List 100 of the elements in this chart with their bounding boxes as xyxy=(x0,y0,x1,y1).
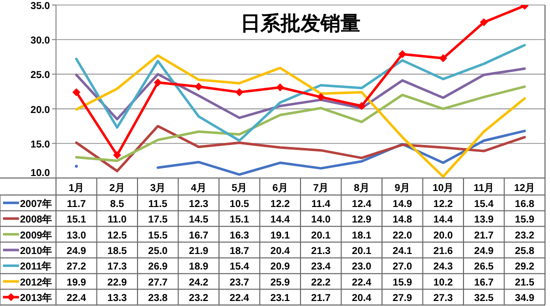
data-label: 22.9 xyxy=(107,277,128,288)
data-label: 27.0 xyxy=(392,262,413,273)
y-tick-label: 10.0 xyxy=(30,168,50,179)
point xyxy=(74,164,78,168)
y-tick-label: 30.0 xyxy=(30,36,50,47)
point xyxy=(316,93,325,102)
data-label: 15.1 xyxy=(66,214,87,226)
line-series xyxy=(75,67,526,120)
line-series xyxy=(75,124,526,172)
x-tick-label: 9月 xyxy=(394,183,410,194)
x-tick-label: 11月 xyxy=(474,183,494,194)
data-label: 23.2 xyxy=(188,293,209,304)
title: 日系批发销量 xyxy=(240,13,360,35)
point xyxy=(358,102,366,110)
data-label: 13.3 xyxy=(107,293,128,304)
point xyxy=(154,78,162,87)
legend-label: 2012年 xyxy=(20,276,52,288)
point xyxy=(480,18,488,26)
data-label: 16.3 xyxy=(230,230,250,242)
data-label: 23.8 xyxy=(148,293,168,304)
point xyxy=(194,82,203,91)
data-label: 22.4 xyxy=(66,293,87,304)
y-tick-label: 15.0 xyxy=(30,139,50,150)
data-label: 29.2 xyxy=(514,262,535,273)
data-label: 26.9 xyxy=(148,262,168,273)
data-label: 23.1 xyxy=(270,293,290,304)
legend-label: 2009年 xyxy=(20,229,52,242)
data-label: 14.4 xyxy=(270,214,290,226)
data-label: 12.2 xyxy=(270,198,290,210)
data-label: 12.4 xyxy=(352,198,372,210)
legend-label: 2013年 xyxy=(20,292,52,304)
data-label: 14.0 xyxy=(311,214,332,226)
point xyxy=(398,50,406,58)
data-label: 13.9 xyxy=(474,214,494,226)
data-label: 24.9 xyxy=(66,246,87,257)
data-label: 11.5 xyxy=(148,198,168,210)
data-label: 18.7 xyxy=(230,246,250,257)
data-label: 27.9 xyxy=(392,293,413,304)
data-label: 11.7 xyxy=(66,198,86,210)
data-label: 11.0 xyxy=(108,214,128,226)
x-tick-label: 12月 xyxy=(514,183,536,194)
data-label: 20.9 xyxy=(270,262,290,273)
point xyxy=(439,54,448,62)
data-label: 21.5 xyxy=(514,277,535,288)
data-label: 21.9 xyxy=(188,246,209,257)
data-label: 25.9 xyxy=(270,277,290,288)
data-label: 34.9 xyxy=(514,293,535,304)
data-label: 18.1 xyxy=(352,230,372,242)
data-label: 20.4 xyxy=(352,293,372,304)
data-label: 23.7 xyxy=(230,277,250,288)
x-tick-label: 3月 xyxy=(150,183,166,194)
data-label: 12.3 xyxy=(188,198,209,210)
data-label: 25.8 xyxy=(514,246,535,257)
data-label: 19.1 xyxy=(270,230,290,242)
line-series xyxy=(75,44,526,142)
data-label: 16.7 xyxy=(474,277,494,288)
data-label: 15.1 xyxy=(230,214,250,226)
data-label: 11.4 xyxy=(311,198,331,210)
data-label: 13.0 xyxy=(66,230,87,242)
data-label: 26.5 xyxy=(474,262,494,273)
x-tick-label: 4月 xyxy=(190,183,206,194)
data-label: 15.4 xyxy=(230,262,250,273)
data-label: 15.4 xyxy=(474,198,494,210)
data-label: 14.8 xyxy=(392,214,413,226)
data-label: 14.4 xyxy=(433,214,454,226)
x-tick-label: 8月 xyxy=(354,183,370,194)
line-series xyxy=(75,54,526,178)
data-label: 10.2 xyxy=(433,277,454,288)
point xyxy=(113,151,122,160)
x-tick-label: 6月 xyxy=(272,183,288,194)
y-tick-label: 25.0 xyxy=(30,70,50,82)
y-tick-label: 35.0 xyxy=(30,1,50,12)
data-label: 23.2 xyxy=(514,230,535,242)
data-label: 21.7 xyxy=(311,293,332,304)
data-label: 23.0 xyxy=(352,262,372,273)
data-label: 20.0 xyxy=(433,230,454,242)
x-tick-label: 2月 xyxy=(109,183,125,194)
data-label: 22.4 xyxy=(352,277,372,288)
data-label: 24.9 xyxy=(474,246,494,257)
data-label: 14.5 xyxy=(188,214,209,226)
data-label: 22.4 xyxy=(230,293,250,304)
data-label: 18.5 xyxy=(107,246,128,257)
data-label: 19.9 xyxy=(66,277,87,288)
data-label: 16.7 xyxy=(188,230,209,242)
data-label: 27.3 xyxy=(433,293,454,304)
data-label: 27.2 xyxy=(66,262,87,273)
data-label: 25.0 xyxy=(148,246,168,257)
data-label: 27.7 xyxy=(148,277,168,288)
data-label: 20.1 xyxy=(311,230,332,242)
data-label: 24.2 xyxy=(188,277,209,288)
data-label: 15.5 xyxy=(148,230,168,242)
data-label: 14.9 xyxy=(392,198,413,210)
data-label: 21.7 xyxy=(474,230,494,242)
data-label: 20.4 xyxy=(270,246,290,257)
data-label: 12.5 xyxy=(107,230,128,242)
y-tick-label: 20.0 xyxy=(30,104,50,116)
data-label: 22.0 xyxy=(392,230,413,242)
data-label: 23.4 xyxy=(311,262,332,273)
data-label: 24.3 xyxy=(433,262,454,273)
point xyxy=(72,88,80,96)
